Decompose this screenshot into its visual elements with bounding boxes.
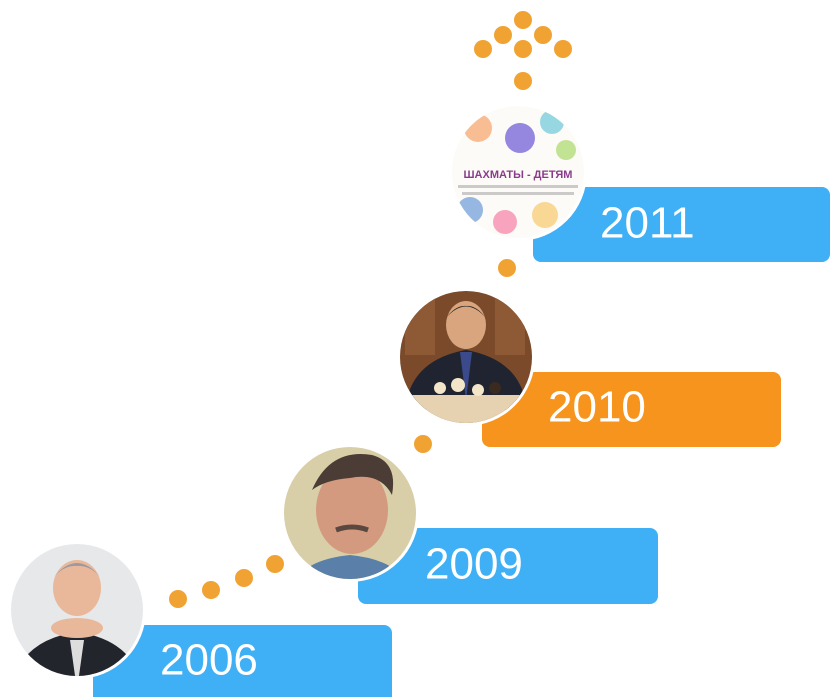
dot — [514, 72, 532, 90]
year-label: 2006 — [160, 636, 258, 685]
dot — [498, 259, 516, 277]
book-title: ШАХМАТЫ - ДЕТЯМ — [464, 169, 573, 181]
dot — [235, 569, 253, 587]
year-label: 2009 — [425, 540, 523, 589]
book-cover: ШАХМАТЫ - ДЕТЯМ — [449, 103, 587, 241]
dot — [514, 11, 532, 29]
dot — [169, 590, 187, 608]
year-bar — [533, 187, 830, 262]
dot — [514, 40, 532, 58]
dot — [554, 40, 572, 58]
dot — [414, 435, 432, 453]
year-bar — [358, 528, 658, 604]
year-label: 2011 — [600, 199, 695, 248]
dot — [534, 26, 552, 44]
dot — [202, 581, 220, 599]
year-bar — [482, 372, 781, 447]
dot — [474, 40, 492, 58]
dot — [266, 555, 284, 573]
arrow-dots — [474, 11, 572, 58]
photo — [281, 444, 419, 582]
dot — [494, 26, 512, 44]
year-bar — [93, 625, 392, 697]
year-label: 2010 — [548, 383, 646, 432]
dots — [169, 72, 532, 608]
